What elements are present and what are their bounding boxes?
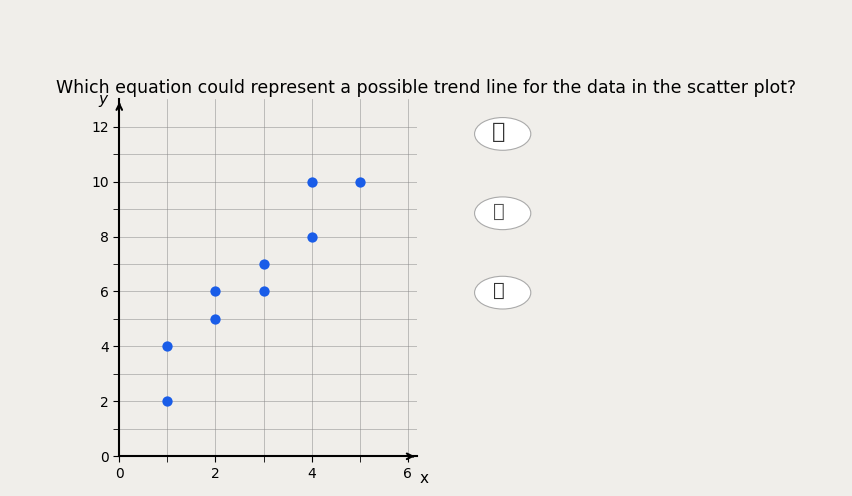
Point (305, 233, 319, 241)
Point (209, 288, 222, 296)
Point (209, 315, 222, 323)
Point (256, 288, 270, 296)
Text: x: x (420, 471, 429, 486)
Point (160, 397, 174, 405)
Text: 🔍: 🔍 (492, 122, 505, 142)
Text: Which equation could represent a possible trend line for the data in the scatter: Which equation could represent a possibl… (56, 79, 796, 97)
Text: y: y (98, 92, 107, 108)
Text: 🔍: 🔍 (492, 202, 504, 221)
Point (160, 342, 174, 350)
Text: 🗗: 🗗 (492, 281, 504, 300)
Point (256, 260, 270, 268)
Point (305, 178, 319, 186)
Point (353, 178, 366, 186)
